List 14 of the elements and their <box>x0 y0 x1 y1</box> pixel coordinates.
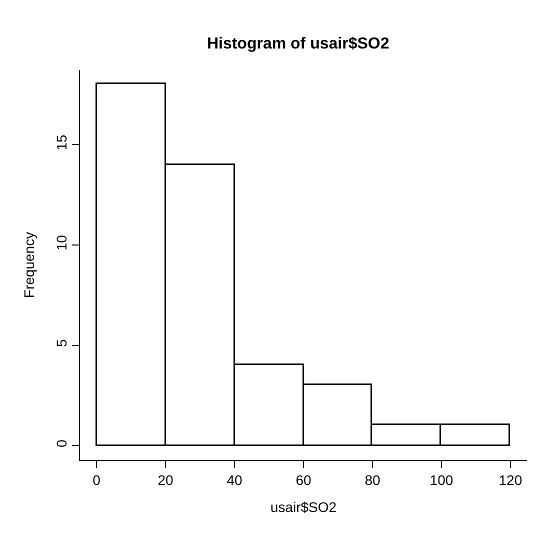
x-tick-label: 60 <box>296 472 312 488</box>
y-tick-label: 15 <box>53 134 70 150</box>
y-tick-label: 5 <box>53 339 70 348</box>
chart-title: Histogram of usair$SO2 <box>206 36 390 53</box>
x-tick-label: 80 <box>364 472 380 488</box>
x-tick-label: 20 <box>158 472 174 488</box>
x-axis-title: usair$SO2 <box>270 499 337 516</box>
x-tick-label: 40 <box>226 472 243 488</box>
x-tick-label: 100 <box>430 472 454 488</box>
x-tick-label: 0 <box>92 472 101 488</box>
x-tick-label: 120 <box>498 472 522 488</box>
y-tick-label: 10 <box>53 234 70 251</box>
y-tick-label: 0 <box>53 439 70 448</box>
y-axis-title: Frequency <box>21 232 37 298</box>
